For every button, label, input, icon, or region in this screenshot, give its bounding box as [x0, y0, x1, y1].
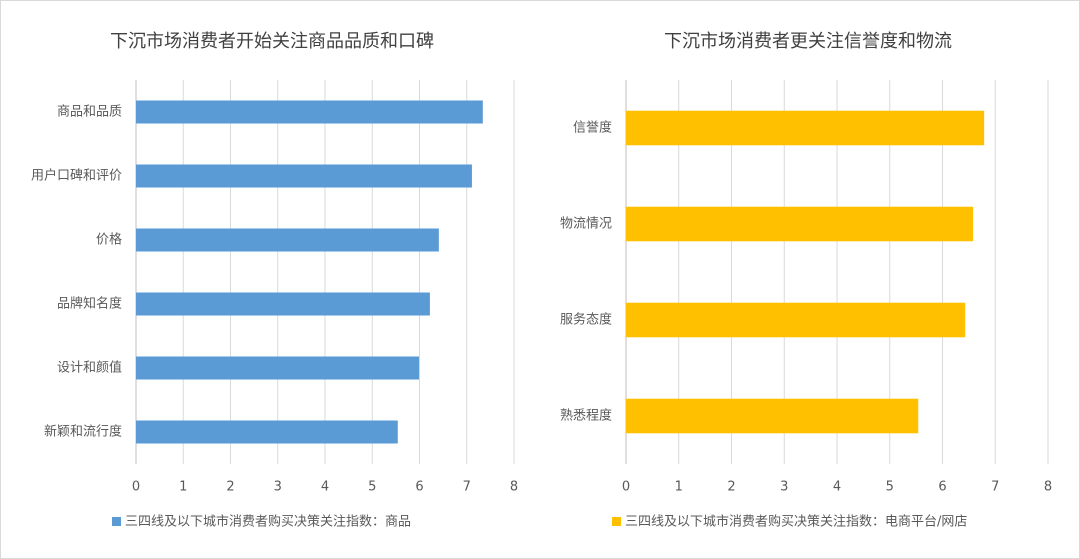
x-tick-label: 3: [274, 480, 282, 495]
x-tick-label: 5: [886, 480, 894, 495]
chart-title: 下沉市场消费者开始关注商品品质和口碑: [110, 31, 434, 52]
bar: [136, 292, 430, 316]
y-tick-label: 服务态度: [560, 312, 612, 328]
bar: [136, 420, 398, 444]
x-tick-label: 0: [622, 480, 630, 495]
bar: [626, 302, 966, 338]
bar: [136, 356, 420, 380]
x-tick-label: 5: [368, 480, 376, 495]
y-tick-label: 物流情况: [560, 217, 612, 232]
x-tick-label: 6: [938, 480, 946, 495]
legend-label: 三四线及以下城市消费者购买决策关注指数：商品: [125, 514, 411, 530]
x-tick-label: 2: [727, 480, 735, 495]
y-tick-label: 设计和颜值: [57, 360, 122, 376]
legend-swatch: [112, 517, 121, 526]
x-tick-label: 7: [991, 480, 999, 495]
y-tick-label: 价格: [96, 232, 122, 248]
chart-title: 下沉市场消费者更关注信誉度和物流: [664, 31, 952, 52]
x-tick-label: 4: [321, 480, 329, 495]
bar: [626, 206, 974, 242]
y-tick-label: 用户口碑和评价: [31, 168, 122, 184]
x-tick-label: 8: [510, 480, 518, 495]
bar: [626, 110, 985, 146]
x-tick-label: 3: [780, 480, 788, 495]
x-tick-label: 7: [463, 480, 471, 495]
x-tick-label: 6: [415, 480, 423, 495]
y-tick-label: 商品和品质: [57, 105, 122, 120]
x-tick-label: 2: [226, 480, 234, 495]
x-tick-label: 8: [1044, 480, 1052, 495]
y-tick-label: 熟悉程度: [560, 408, 612, 424]
x-tick-label: 1: [675, 480, 683, 495]
bar: [136, 164, 472, 188]
bar: [136, 228, 439, 252]
bar: [136, 100, 483, 124]
y-tick-label: 新颖和流行度: [44, 424, 122, 440]
legend-label: 三四线及以下城市消费者购买决策关注指数：电商平台/网店: [625, 514, 967, 530]
legend-swatch: [612, 517, 621, 526]
y-tick-label: 信誉度: [573, 120, 612, 136]
bar: [626, 398, 919, 434]
x-tick-label: 4: [833, 480, 841, 495]
y-tick-label: 品牌知名度: [57, 296, 122, 312]
x-tick-label: 0: [132, 480, 140, 495]
x-tick-label: 1: [179, 480, 187, 495]
